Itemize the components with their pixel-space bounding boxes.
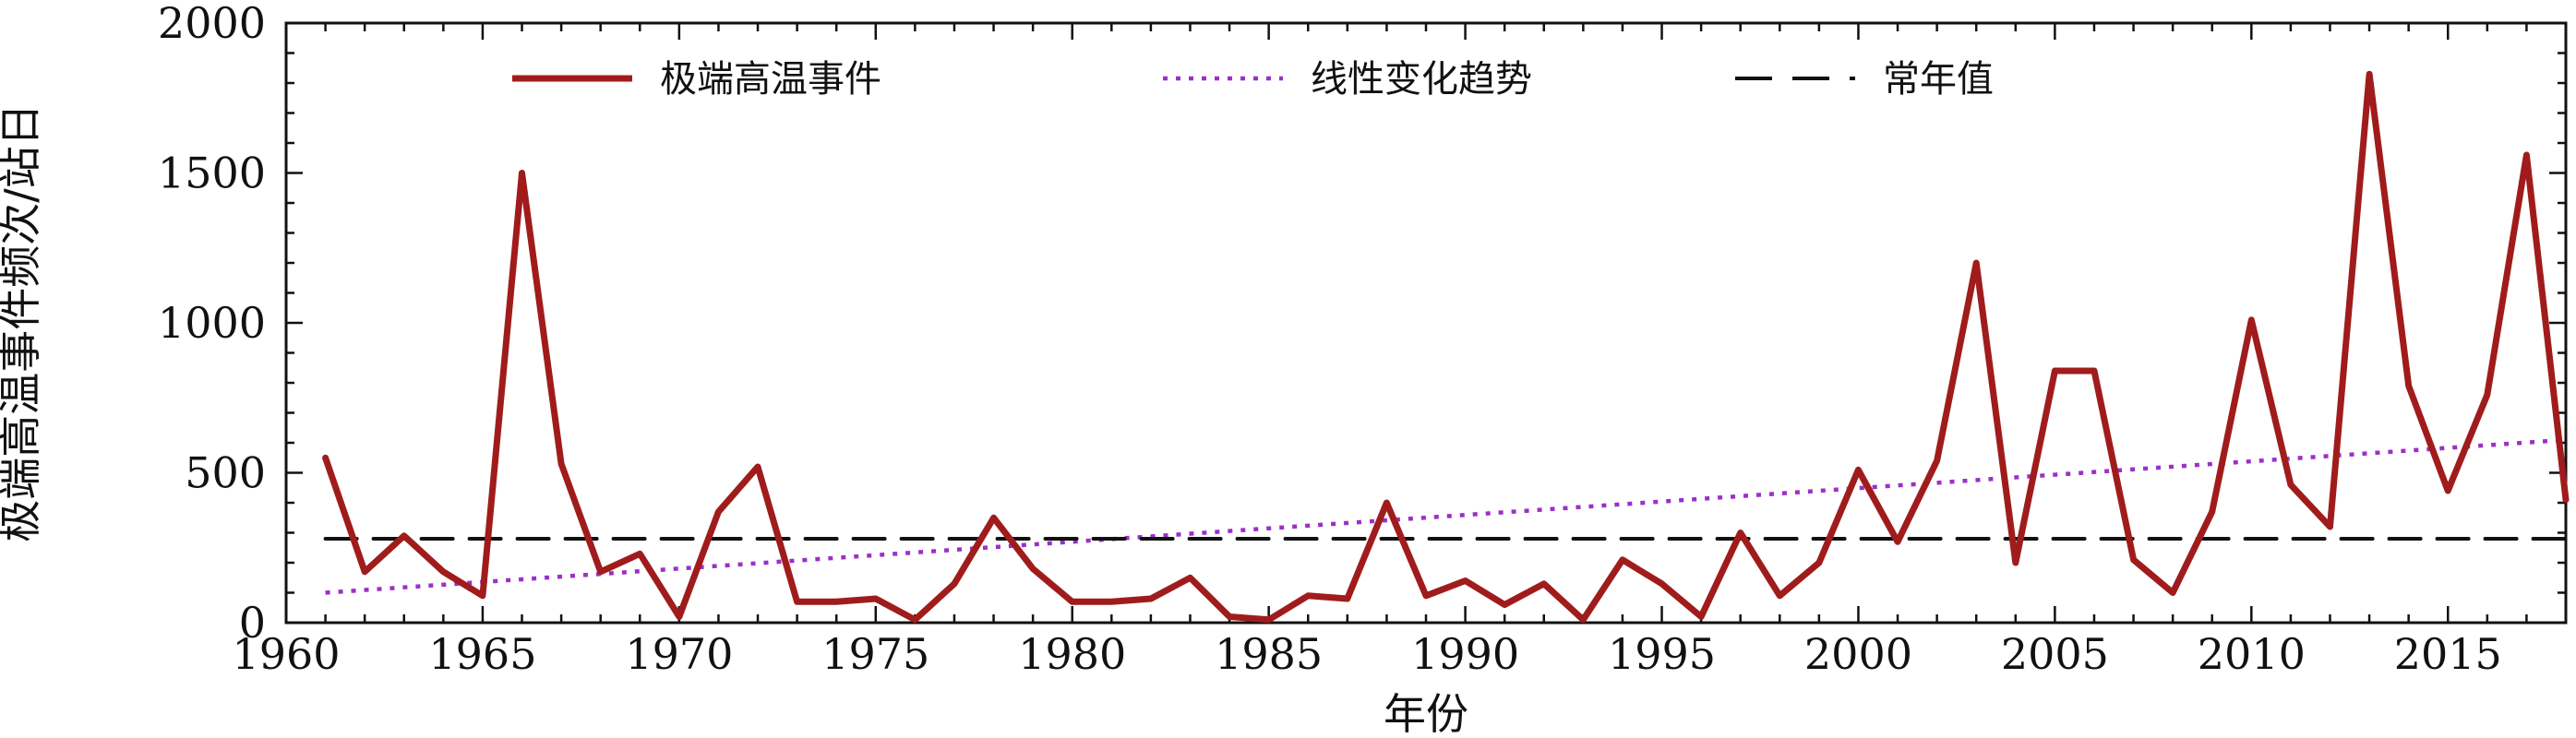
x-tick-label: 1960 <box>232 629 340 679</box>
legend-label: 常年值 <box>1883 58 1994 101</box>
x-tick-label: 2000 <box>1804 629 1912 679</box>
x-tick-label: 1985 <box>1215 629 1323 679</box>
y-tick-label: 1000 <box>158 298 266 348</box>
x-tick-label: 2005 <box>2001 629 2109 679</box>
x-tick-label: 1995 <box>1608 629 1716 679</box>
x-tick-label: 1970 <box>625 629 733 679</box>
plot-frame <box>284 21 2568 625</box>
y-tick-label: 0 <box>239 598 266 648</box>
x-tick-label: 1980 <box>1018 629 1126 679</box>
series-lines <box>322 70 2570 624</box>
x-tick-label: 1975 <box>821 629 929 679</box>
x-tick-label: 1965 <box>428 629 536 679</box>
series-line-dotted <box>325 437 2567 595</box>
x-axis-title: 年份 <box>1384 689 1468 738</box>
x-tick-label: 2010 <box>2198 629 2306 679</box>
legend: 极端高温事件 线性变化趋势 常年值 <box>512 58 1994 101</box>
legend-label: 线性变化趋势 <box>1311 58 1532 101</box>
y-tick-label: 500 <box>185 448 266 498</box>
y-axis-title: 极端高温事件频次/站日 <box>0 103 45 542</box>
y-tick-label: 1500 <box>158 149 266 198</box>
axes: 1960 1965 1970 1975 1980 1985 1990 1995 2000 2005… <box>158 0 2568 679</box>
y-tick-label: 2000 <box>158 0 266 48</box>
x-tick-label: 1990 <box>1411 629 1519 679</box>
legend-label: 极端高温事件 <box>660 58 881 101</box>
series-line-solid <box>322 70 2570 624</box>
x-tick-label: 2015 <box>2394 629 2502 679</box>
